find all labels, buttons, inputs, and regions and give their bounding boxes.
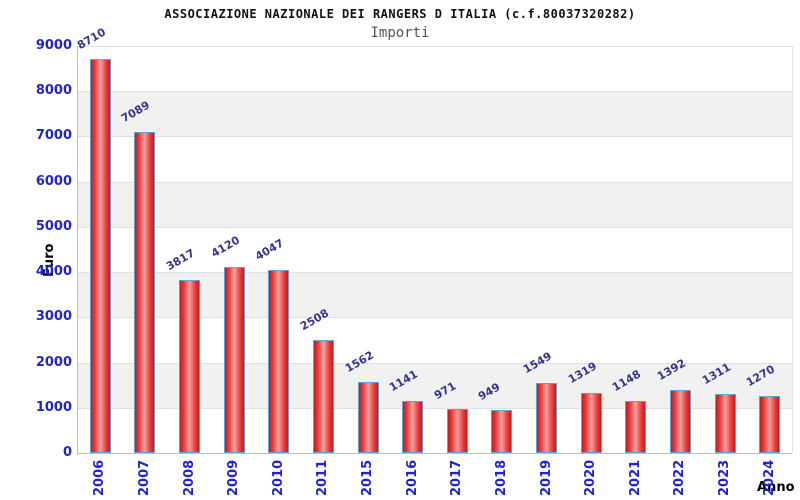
y-tick-label: 6000	[35, 173, 72, 189]
gridline	[78, 317, 792, 319]
x-tick-label: 2011	[315, 460, 331, 497]
bar	[669, 390, 691, 453]
x-tick-label: 2015	[360, 460, 376, 497]
bar	[402, 401, 424, 453]
x-axis-line	[77, 453, 792, 454]
bar	[714, 393, 736, 453]
bar	[446, 409, 468, 453]
x-tick-label: 2023	[717, 460, 733, 497]
plot-area	[78, 46, 792, 453]
grid-band	[78, 181, 792, 227]
bar	[268, 269, 290, 453]
bar	[223, 266, 245, 453]
y-tick-label: 3000	[35, 309, 72, 325]
x-tick-label: 2007	[136, 460, 152, 497]
gridline	[78, 362, 792, 364]
bar	[89, 59, 111, 453]
bar	[580, 393, 602, 453]
y-tick-label: 7000	[35, 128, 72, 144]
x-axis-label: Anno	[757, 480, 795, 495]
bar	[625, 401, 647, 453]
x-tick-label: 2024	[761, 460, 777, 497]
bar	[759, 395, 781, 453]
bar	[491, 410, 513, 453]
x-tick-label: 2006	[92, 460, 108, 497]
gridline	[78, 46, 792, 47]
y-tick-label: 8000	[35, 83, 72, 99]
y-tick-label: 9000	[35, 38, 72, 53]
y-tick-label: 2000	[35, 354, 72, 370]
x-tick-label: 2009	[226, 460, 242, 497]
chart-title: ASSOCIAZIONE NAZIONALE DEI RANGERS D ITA…	[164, 7, 636, 21]
x-tick-label: 2008	[181, 460, 197, 497]
bar	[179, 280, 201, 453]
y-tick-label: 0	[62, 445, 72, 460]
x-tick-label: 2022	[672, 460, 688, 497]
bar	[134, 132, 156, 453]
y-tick-label: 4000	[35, 264, 72, 280]
bar	[357, 382, 379, 453]
x-tick-label: 2016	[404, 460, 420, 497]
gridline	[78, 226, 792, 228]
x-tick-label: 2019	[538, 460, 554, 497]
chart-subtitle: Importi	[370, 25, 430, 41]
bar	[312, 339, 334, 453]
gridline	[78, 181, 792, 183]
x-tick-label: 2017	[449, 460, 465, 497]
x-tick-label: 2020	[583, 460, 599, 497]
grid-band	[78, 91, 792, 137]
x-tick-label: 2010	[270, 460, 286, 497]
gridline	[78, 91, 792, 93]
x-tick-label: 2018	[493, 460, 509, 497]
bar	[536, 382, 558, 453]
gridline	[78, 136, 792, 138]
gridline	[78, 407, 792, 409]
gridline	[78, 272, 792, 274]
y-axis-line	[77, 46, 78, 453]
y-tick-label: 5000	[35, 218, 72, 234]
y-tick-label: 1000	[35, 399, 72, 415]
plot-right-border	[792, 46, 793, 453]
x-tick-label: 2021	[627, 460, 643, 497]
